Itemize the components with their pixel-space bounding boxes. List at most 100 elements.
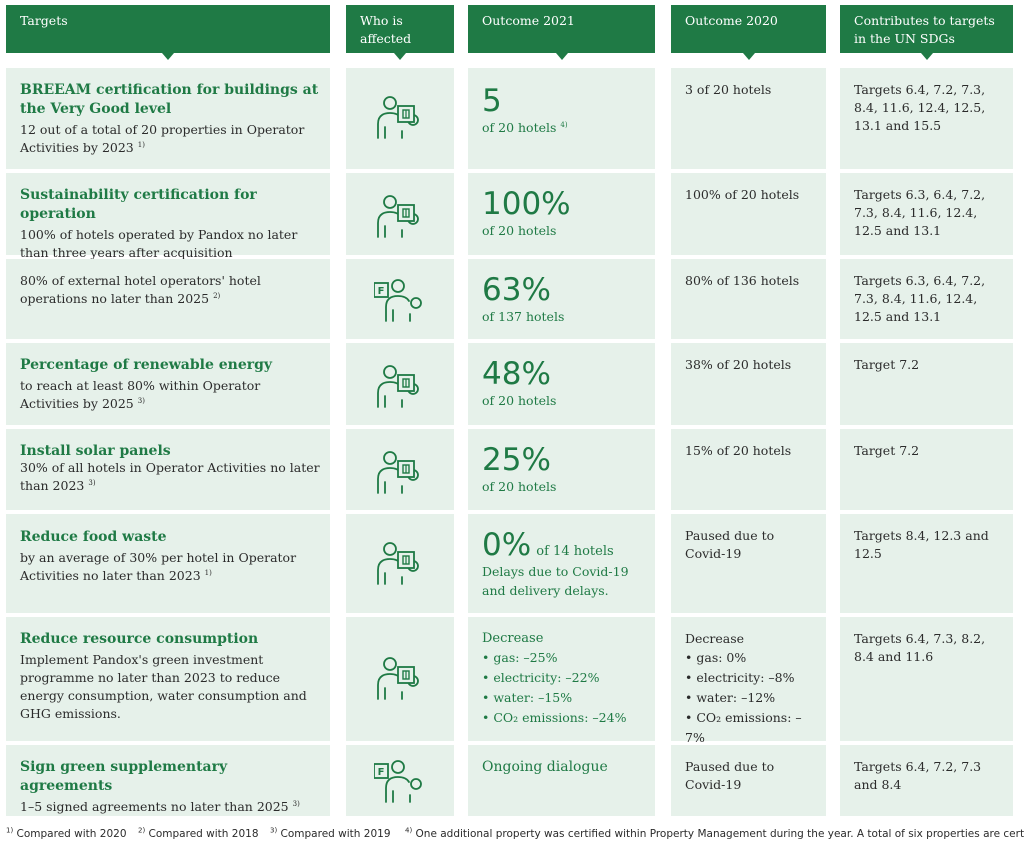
target-cell: Percentage of renewable energy to reach … <box>6 343 330 425</box>
who-cell <box>346 429 454 510</box>
list-item: • water: –12% <box>685 690 776 705</box>
outcome-2020-list: • gas: 0% • electricity: –8% • water: –1… <box>685 648 816 748</box>
who-cell: F <box>346 259 454 339</box>
outcome-2021-cell: 63% of 137 hotels <box>468 259 655 339</box>
outcome-2021-value: 100% <box>482 186 571 222</box>
person-with-building-icon <box>377 96 419 139</box>
outcome-2021-value: 25% <box>482 442 551 478</box>
outcome-2021-detail: of 20 hotels <box>482 223 557 238</box>
sdg-targets: Target 7.2 <box>854 357 920 372</box>
outcome-2021-value: 5 <box>482 83 502 119</box>
list-item: • gas: 0% <box>685 650 747 665</box>
person-with-f-sign-icon: F <box>374 760 422 803</box>
list-item: • water: –15% <box>482 690 573 705</box>
outcome-2020-cell: 38% of 20 hotels <box>671 343 826 425</box>
target-title: Sign green supplementary agreements <box>20 759 228 794</box>
list-item: • CO₂ emissions: –24% <box>482 710 627 725</box>
outcome-2021-detail: of 14 hotels <box>536 544 614 559</box>
sdg-cell: Targets 6.4, 7.2, 7.3, 8.4, 11.6, 12.4, … <box>840 68 1013 169</box>
target-description: 12 out of a total of 20 properties in Op… <box>20 122 305 155</box>
footnote: 4) One additional property was certified… <box>405 826 1024 840</box>
target-title: Reduce food waste <box>20 529 167 545</box>
sdg-targets: Targets 6.4, 7.2, 7.3, 8.4, 11.6, 12.4, … <box>854 82 986 133</box>
outcome-2021-value: 48% <box>482 356 551 392</box>
outcome-2021-detail: of 20 hotels 4) <box>482 120 568 135</box>
person-with-building-icon <box>377 365 419 408</box>
target-cell: 80% of external hotel operators' hotel o… <box>6 259 330 339</box>
sdg-targets: Targets 6.4, 7.3, 8.2, 8.4 and 11.6 <box>854 631 986 664</box>
outcome-2020-value: 100% of 20 hotels <box>685 187 800 202</box>
outcome-2020-cell: 15% of 20 hotels <box>671 429 826 510</box>
target-cell: Sign green supplementary agreements 1–5 … <box>6 745 330 816</box>
outcome-2021-detail: of 137 hotels <box>482 309 565 324</box>
target-title: Sustainability certification for operati… <box>20 187 257 222</box>
who-cell <box>346 343 454 425</box>
outcome-2021-cell: 0% of 14 hotels Delays due to Covid-19 a… <box>468 514 655 613</box>
who-cell <box>346 173 454 255</box>
sdg-cell: Targets 6.3, 6.4, 7.2, 7.3, 8.4, 11.6, 1… <box>840 173 1013 255</box>
target-cell: Install solar panels 30% of all hotels i… <box>6 429 330 510</box>
outcome-2021-list: • gas: –25% • electricity: –22% • water:… <box>482 648 645 728</box>
target-description: Implement Pandox's green investment prog… <box>20 652 307 721</box>
outcome-2021-cell: 100% of 20 hotels <box>468 173 655 255</box>
who-cell: F <box>346 745 454 816</box>
outcome-2021-value: Ongoing dialogue <box>482 759 608 775</box>
list-item: • CO₂ emissions: –7% <box>685 710 802 745</box>
person-with-building-icon <box>377 657 419 700</box>
target-title: Install solar panels <box>20 443 171 459</box>
target-description: 30% of all hotels in Operator Activities… <box>20 460 320 493</box>
outcome-2020-cell: 100% of 20 hotels <box>671 173 826 255</box>
outcome-2020-value: Paused due to Covid-19 <box>685 528 775 561</box>
target-description: to reach at least 80% within Operator Ac… <box>20 378 261 411</box>
footnote: 1) Compared with 2020 <box>6 826 127 840</box>
footnote: 3) Compared with 2019 <box>270 826 391 840</box>
outcome-2021-note: Delays due to Covid-19 and delivery dela… <box>482 564 629 598</box>
header-outcome-2021: Outcome 2021 <box>468 5 655 60</box>
sdg-targets: Targets 6.3, 6.4, 7.2, 7.3, 8.4, 11.6, 1… <box>854 273 986 324</box>
sdg-targets: Targets 6.3, 6.4, 7.2, 7.3, 8.4, 11.6, 1… <box>854 187 986 238</box>
outcome-2021-headline: 0% of 14 hotels <box>482 528 645 562</box>
target-description: 1–5 signed agreements no later than 2025… <box>20 799 300 814</box>
outcome-2020-value: 38% of 20 hotels <box>685 357 792 372</box>
outcome-2020-heading: Decrease <box>685 631 745 646</box>
sdg-cell: Targets 8.4, 12.3 and 12.5 <box>840 514 1013 613</box>
outcome-2021-detail: of 20 hotels <box>482 479 557 494</box>
outcome-2021-value: 0% <box>482 527 532 563</box>
sdg-cell: Target 7.2 <box>840 429 1013 510</box>
svg-text:F: F <box>378 286 385 297</box>
sdg-cell: Targets 6.4, 7.3, 8.2, 8.4 and 11.6 <box>840 617 1013 741</box>
outcome-2021-detail: of 20 hotels <box>482 393 557 408</box>
target-description: 100% of hotels operated by Pandox no lat… <box>20 227 298 260</box>
target-title: Reduce resource consumption <box>20 631 259 647</box>
target-cell: Reduce food waste by an average of 30% p… <box>6 514 330 613</box>
target-description: 80% of external hotel operators' hotel o… <box>20 273 261 306</box>
sdg-cell: Targets 6.3, 6.4, 7.2, 7.3, 8.4, 11.6, 1… <box>840 259 1013 339</box>
outcome-2021-cell: Ongoing dialogue <box>468 745 655 816</box>
outcome-2021-heading: Decrease <box>482 631 544 646</box>
outcome-2021-cell: 5 of 20 hotels 4) <box>468 68 655 169</box>
sdg-targets: Target 7.2 <box>854 443 920 458</box>
list-item: • electricity: –8% <box>685 670 795 685</box>
who-cell <box>346 514 454 613</box>
outcome-2021-cell: 48% of 20 hotels <box>468 343 655 425</box>
svg-text:F: F <box>378 767 385 778</box>
outcome-2021-value: 63% <box>482 272 551 308</box>
target-description: by an average of 30% per hotel in Operat… <box>20 550 297 583</box>
outcome-2020-value: 15% of 20 hotels <box>685 443 792 458</box>
person-with-building-icon <box>377 542 419 585</box>
outcome-2020-cell: Paused due to Covid-19 <box>671 514 826 613</box>
who-cell <box>346 68 454 169</box>
outcome-2020-cell: Paused due to Covid-19 <box>671 745 826 816</box>
outcome-2021-cell: Decrease • gas: –25% • electricity: –22%… <box>468 617 655 741</box>
list-item: • electricity: –22% <box>482 670 600 685</box>
outcome-2020-cell: Decrease • gas: 0% • electricity: –8% • … <box>671 617 826 745</box>
target-title: Percentage of renewable energy <box>20 357 273 373</box>
header-targets: Targets <box>6 5 330 60</box>
outcome-2020-value: 3 of 20 hotels <box>685 82 772 97</box>
sdg-cell: Target 7.2 <box>840 343 1013 425</box>
target-cell: Reduce resource consumption Implement Pa… <box>6 617 330 741</box>
header-who-affected: Who is affected <box>346 5 454 60</box>
header-un-sdgs: Contributes to targets in the UN SDGs <box>840 5 1013 60</box>
outcome-2021-cell: 25% of 20 hotels <box>468 429 655 510</box>
target-cell: BREEAM certification for buildings at th… <box>6 68 330 169</box>
